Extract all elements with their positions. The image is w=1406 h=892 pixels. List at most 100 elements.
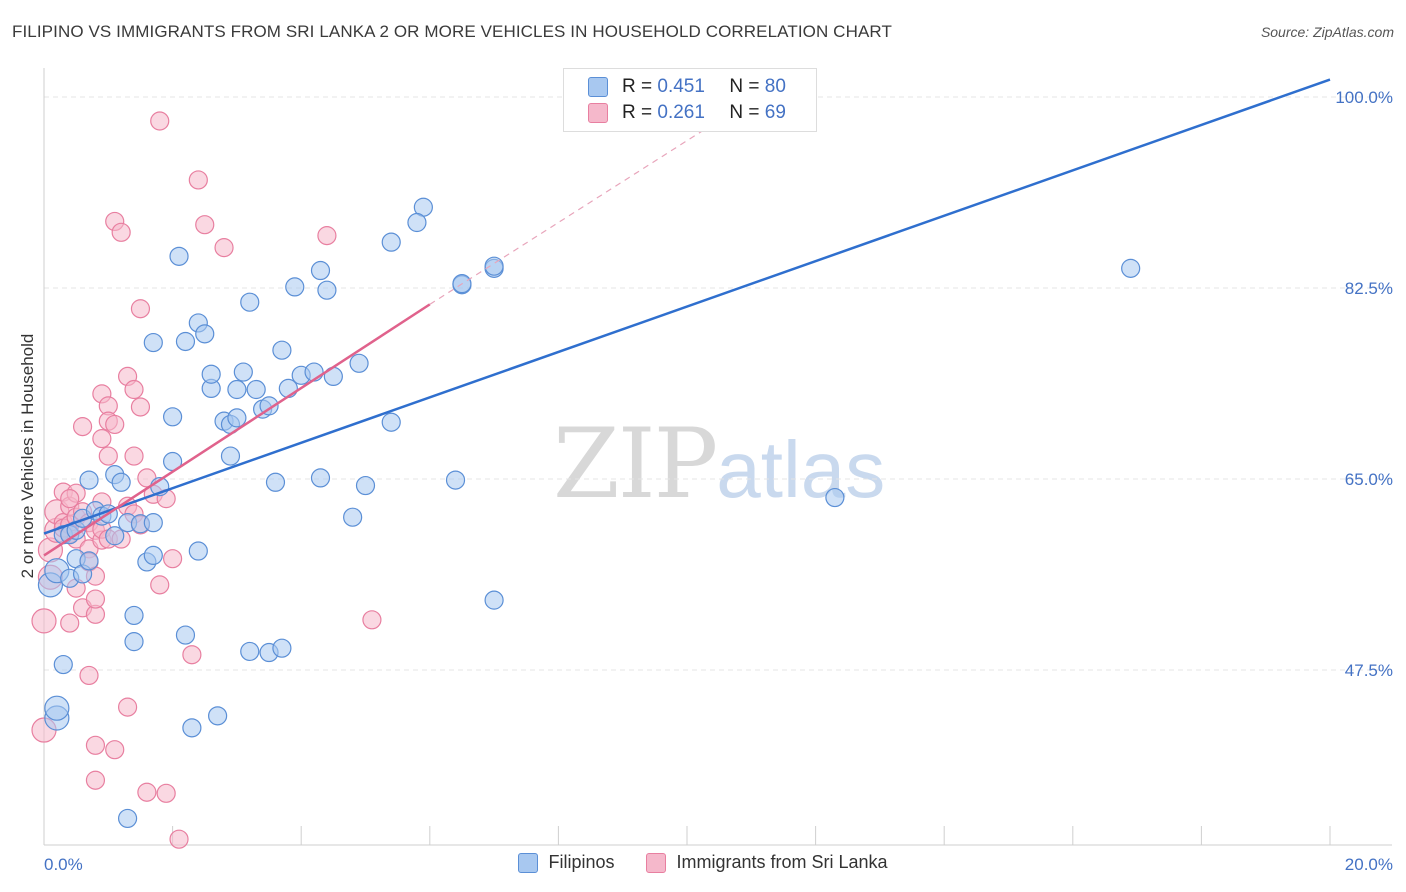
- filipino-point: [407, 212, 427, 233]
- series-legend-sri-lanka[interactable]: Immigrants from Sri Lanka: [646, 852, 888, 873]
- filipino-point: [169, 246, 189, 266]
- sri-lanka-point: [137, 782, 157, 802]
- filipino-point: [143, 545, 163, 566]
- watermark-atlas: atlas: [716, 425, 886, 514]
- filipino-point: [182, 718, 202, 738]
- series-legend: Filipinos Immigrants from Sri Lanka: [0, 852, 1406, 873]
- filipino-point: [381, 412, 401, 432]
- sri-lanka-point: [111, 222, 131, 242]
- sri-lanka-point: [195, 215, 215, 235]
- filipino-point: [53, 654, 73, 675]
- filipino-point: [201, 364, 221, 384]
- source-credit: Source: ZipAtlas.com: [1260, 24, 1394, 40]
- sri-lanka-point: [150, 111, 170, 131]
- filipino-points: [37, 197, 1141, 829]
- sri-lanka-point: [317, 226, 337, 246]
- grid-lines: [44, 96, 1392, 671]
- filipino-point: [445, 470, 466, 490]
- sri-lanka-point: [163, 549, 183, 569]
- filipino-point: [259, 396, 279, 416]
- filipino-point: [227, 379, 247, 400]
- filipino-point: [272, 638, 292, 658]
- filipino-point: [272, 340, 292, 360]
- correlation-legend: R = 0.451 N = 80 R = 0.261 N = 69: [563, 68, 817, 132]
- sri-lanka-point: [214, 238, 234, 258]
- tick-labels: 47.5% 65.0% 82.5% 100.0% 0.0% 20.0%: [44, 88, 1393, 874]
- y-tick-label: 65.0%: [1345, 470, 1393, 489]
- watermark: ZIPatlas: [553, 408, 885, 520]
- filipino-point: [484, 256, 504, 276]
- legend-row-filipinos: R = 0.451 N = 80: [588, 75, 786, 99]
- axes: [43, 68, 1392, 846]
- filipino-point: [246, 379, 266, 400]
- filipino-point: [343, 507, 363, 527]
- legend-swatch-blue: [588, 77, 608, 97]
- filipino-point: [825, 487, 845, 508]
- filipino-point: [227, 408, 247, 428]
- legend-r-value: 0.261: [657, 102, 705, 123]
- filipino-point: [265, 472, 286, 492]
- filipino-point: [175, 625, 196, 645]
- sri-lanka-point: [98, 446, 118, 466]
- watermark-zip: ZIP: [553, 408, 718, 520]
- series-legend-filipinos[interactable]: Filipinos: [518, 852, 614, 873]
- legend-n-label: N =: [729, 76, 760, 97]
- filipino-point: [220, 446, 241, 466]
- legend-n-value: 80: [764, 76, 786, 97]
- sri-lanka-point: [130, 299, 151, 319]
- x-tick-label-min: 0.0%: [44, 855, 83, 874]
- sri-lanka-point: [60, 613, 80, 633]
- sri-lanka-label: Immigrants from Sri Lanka: [676, 852, 888, 872]
- filipino-point: [484, 590, 504, 610]
- filipino-point: [349, 353, 369, 373]
- legend-n-label: N =: [729, 102, 760, 123]
- sri-lanka-point: [182, 645, 202, 665]
- sri-lanka-point: [79, 665, 99, 686]
- filipino-point: [44, 695, 70, 721]
- sri-lanka-point: [169, 829, 189, 849]
- sri-lanka-swatch: [646, 852, 667, 873]
- sri-lanka-point: [362, 610, 382, 630]
- sri-lanka-point: [130, 397, 151, 417]
- filipino-point: [111, 472, 131, 492]
- filipino-point: [381, 232, 401, 252]
- sri-lanka-point: [124, 446, 144, 466]
- sri-lanka-point: [105, 740, 125, 760]
- filipino-point: [188, 541, 208, 561]
- filipino-point: [175, 331, 196, 352]
- sri-lanka-point: [60, 489, 80, 509]
- filipino-point: [79, 551, 99, 571]
- filipino-point: [1121, 258, 1141, 278]
- sri-lanka-point: [105, 414, 125, 435]
- filipino-point: [143, 332, 163, 353]
- sri-lanka-point: [117, 697, 138, 717]
- filipino-point: [208, 706, 228, 726]
- sri-lanka-point: [72, 417, 93, 437]
- legend-swatch-pink: [588, 103, 608, 123]
- trend-lines: [43, 78, 1331, 557]
- filipino-point: [240, 292, 260, 312]
- filipino-point: [285, 277, 305, 297]
- filipino-trend-line: [43, 78, 1331, 535]
- legend-r-value: 0.451: [657, 76, 705, 97]
- y-tick-label: 82.5%: [1345, 279, 1393, 298]
- filipino-point: [143, 513, 163, 533]
- filipino-point: [124, 605, 144, 626]
- filipino-point: [79, 470, 99, 490]
- sri-lanka-trend-line: [43, 303, 431, 557]
- filipino-point: [117, 808, 138, 829]
- sri-lanka-point: [124, 379, 144, 400]
- legend-r-label: R =: [622, 102, 653, 123]
- sri-lanka-point: [92, 429, 112, 449]
- filipinos-label: Filipinos: [548, 852, 615, 872]
- chart-title: FILIPINO VS IMMIGRANTS FROM SRI LANKA 2 …: [12, 22, 892, 41]
- filipino-point: [310, 260, 331, 281]
- sri-lanka-point: [31, 608, 57, 634]
- filipino-point: [317, 280, 337, 300]
- sri-lanka-point: [85, 589, 106, 609]
- filipino-point: [105, 526, 125, 546]
- filipino-point: [355, 475, 376, 496]
- sri-lanka-point: [156, 783, 176, 803]
- x-tick-label-max: 20.0%: [1345, 855, 1393, 874]
- filipino-point: [233, 362, 253, 382]
